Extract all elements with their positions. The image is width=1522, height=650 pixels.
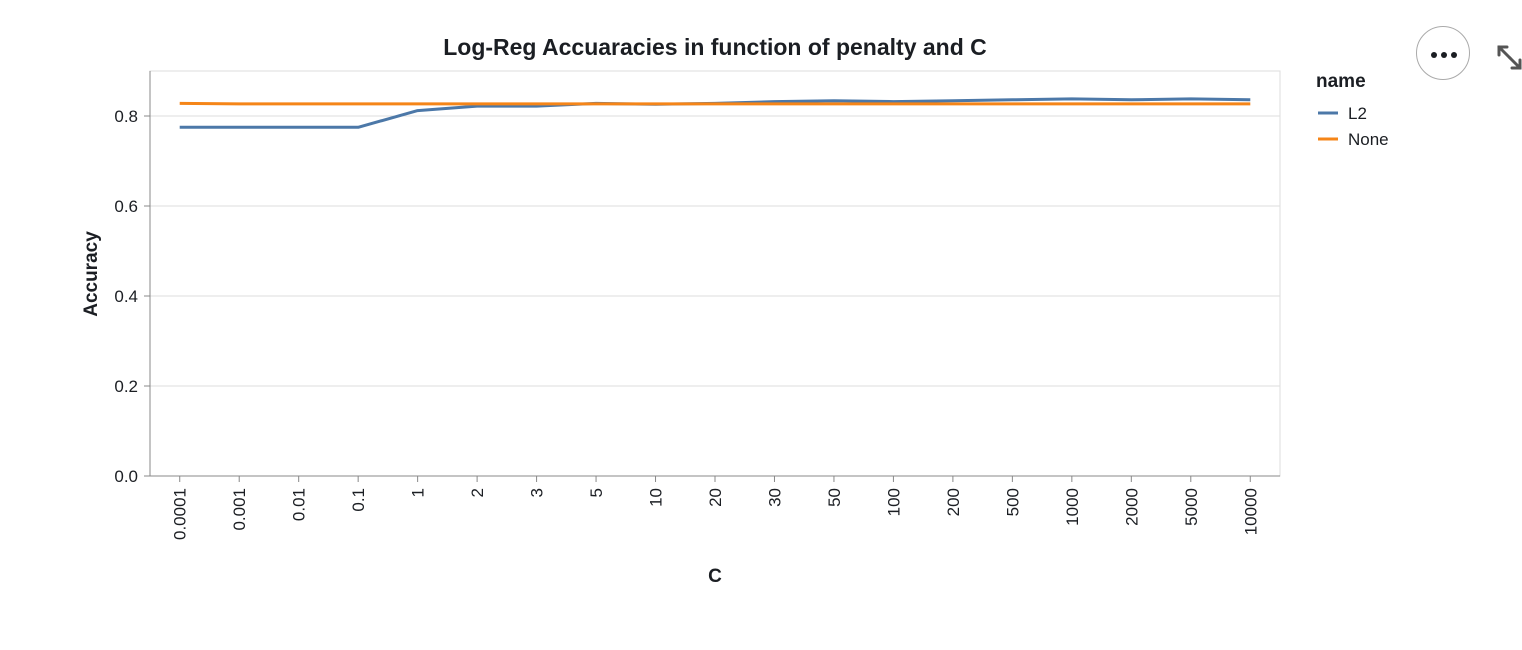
- x-tick-label: 10000: [1241, 488, 1260, 535]
- legend-label: L2: [1348, 104, 1367, 123]
- x-tick-label: 0.0001: [171, 488, 190, 540]
- x-tick-label: 5000: [1182, 488, 1201, 526]
- x-tick-label: 3: [528, 488, 547, 497]
- plot-frame: [149, 70, 1281, 477]
- x-tick-label: 2: [468, 488, 487, 497]
- y-tick-label: 0.8: [114, 107, 138, 126]
- y-tick-label: 0.2: [114, 377, 138, 396]
- legend-label: None: [1348, 130, 1389, 149]
- x-tick-label: 2000: [1122, 488, 1141, 526]
- x-tick-label: 500: [1003, 488, 1022, 516]
- x-tick-label: 30: [765, 488, 784, 507]
- x-axis-title: C: [708, 566, 722, 587]
- ellipsis-icon-dot: [1441, 52, 1447, 58]
- x-tick-label: 200: [944, 488, 963, 516]
- chart-title: Log-Reg Accuaracies in function of penal…: [443, 34, 987, 60]
- series-line-none: [179, 101, 1251, 106]
- more-options-button[interactable]: [1416, 26, 1470, 80]
- x-tick-label: 5: [587, 488, 606, 497]
- x-tick-label: 1: [409, 488, 428, 497]
- x-tick-label: 20: [706, 488, 725, 507]
- x-tick-label: 0.01: [290, 488, 309, 521]
- x-tick-label: 0.1: [349, 488, 368, 512]
- x-tick-label: 50: [825, 488, 844, 507]
- ellipsis-icon-dot: [1451, 52, 1457, 58]
- expand-icon: [1497, 45, 1522, 70]
- x-tick-label: 100: [884, 488, 903, 516]
- y-tick-label: 0.6: [114, 197, 138, 216]
- x-tick-label: 10: [647, 488, 666, 507]
- expand-button[interactable]: [1496, 42, 1522, 72]
- x-tick-label: 0.001: [230, 488, 249, 531]
- y-axis-title: Accuracy: [81, 231, 102, 317]
- x-tick-label: 1000: [1063, 488, 1082, 526]
- ellipsis-icon: [1431, 52, 1437, 58]
- y-tick-label: 0.0: [114, 467, 138, 486]
- legend: name L2 None: [1316, 71, 1389, 149]
- legend-title: name: [1316, 71, 1366, 92]
- y-tick-label: 0.4: [114, 287, 138, 306]
